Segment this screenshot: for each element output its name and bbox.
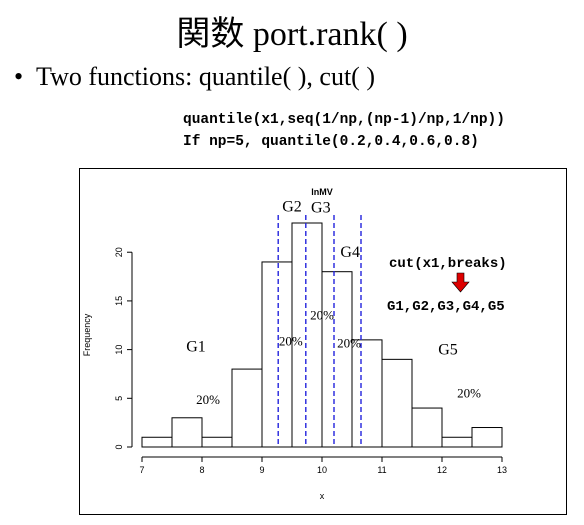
y-axis-label: Frequency — [82, 313, 92, 356]
group-label-g5: G5 — [438, 341, 458, 358]
group-label-g3: G3 — [311, 199, 331, 216]
red-down-arrow — [451, 272, 470, 293]
percent-label-4: 20% — [457, 385, 481, 400]
histogram-bar-2 — [201, 436, 233, 448]
y-tick-label-1: 5 — [114, 396, 124, 401]
percent-label-2: 20% — [310, 307, 334, 322]
histogram-bar-5 — [291, 222, 323, 448]
chart-title: lnMV — [311, 187, 333, 197]
groups-annotation: G1,G2,G3,G4,G5 — [387, 299, 505, 315]
y-tick-label-0: 0 — [114, 444, 124, 449]
y-tick-label-4: 20 — [114, 247, 124, 257]
percent-label-3: 20% — [337, 336, 361, 351]
histogram-chart: 7 8 9 10 11 12 13 0 5 10 15 20 lnMV x Frequency G1 G2 G3 G… — [82, 187, 507, 501]
x-tick-label-3: 10 — [317, 465, 327, 475]
code-line-quantile: quantile(x1,seq(1/np,(np-1)/np,1/np)) — [183, 112, 505, 128]
x-tick-label-1: 8 — [199, 465, 204, 475]
bullet-dot: • — [14, 62, 24, 91]
bullet-text: Two functions: quantile( ), cut( ) — [36, 62, 375, 91]
code-line-example: If np=5, quantile(0.2,0.4,0.6,0.8) — [183, 134, 479, 150]
histogram-bar-8 — [381, 358, 413, 448]
cut-annotation: cut(x1,breaks) — [389, 256, 507, 272]
x-tick-label-0: 7 — [139, 465, 144, 475]
histogram-bar-3 — [231, 368, 263, 448]
group-label-g2: G2 — [282, 198, 302, 215]
group-label-g1: G1 — [186, 339, 206, 356]
x-tick-label-5: 12 — [437, 465, 447, 475]
histogram-bar-4 — [261, 261, 293, 448]
x-tick-label-6: 13 — [497, 465, 507, 475]
percent-label-0: 20% — [196, 392, 220, 407]
y-tick-label-2: 10 — [114, 345, 124, 355]
histogram-bar-7 — [351, 339, 383, 448]
y-tick-label-3: 15 — [114, 296, 124, 306]
slide-title: 関数 port.rank( ) — [176, 16, 408, 53]
percent-label-1: 20% — [279, 334, 303, 349]
x-tick-label-4: 11 — [377, 465, 386, 475]
x-axis-label: x — [320, 491, 325, 501]
histogram-bar-10 — [441, 436, 473, 448]
group-label-g4: G4 — [340, 244, 360, 261]
histogram-bar-1 — [171, 417, 203, 448]
histogram-bar-11 — [471, 427, 503, 448]
histogram-bar-0 — [141, 436, 173, 448]
chart-frame — [79, 168, 567, 515]
bullet-line: • Two functions: quantile( ), cut( ) — [14, 62, 375, 92]
x-tick-label-2: 9 — [259, 465, 264, 475]
histogram-bar-6 — [321, 271, 353, 448]
histogram-bar-9 — [411, 407, 443, 448]
